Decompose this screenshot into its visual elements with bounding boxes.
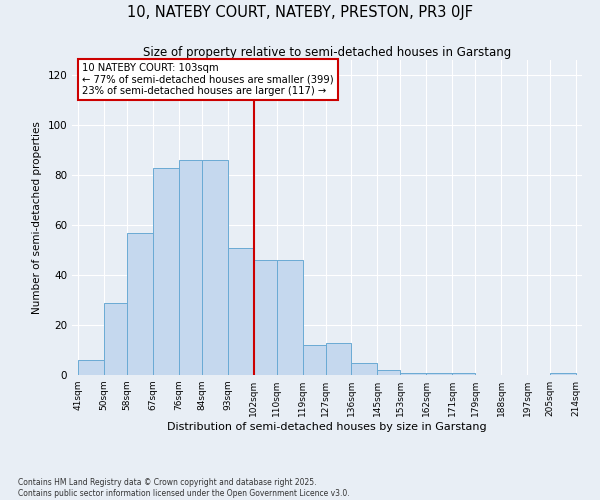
Bar <box>104 302 127 375</box>
Bar <box>254 260 277 375</box>
Text: 10 NATEBY COURT: 103sqm
← 77% of semi-detached houses are smaller (399)
23% of s: 10 NATEBY COURT: 103sqm ← 77% of semi-de… <box>82 63 334 96</box>
Bar <box>202 160 227 375</box>
Text: 10, NATEBY COURT, NATEBY, PRESTON, PR3 0JF: 10, NATEBY COURT, NATEBY, PRESTON, PR3 0… <box>127 5 473 20</box>
Y-axis label: Number of semi-detached properties: Number of semi-detached properties <box>32 121 42 314</box>
Bar <box>550 372 576 375</box>
Bar <box>152 168 179 375</box>
Bar <box>377 370 400 375</box>
Bar <box>352 362 377 375</box>
X-axis label: Distribution of semi-detached houses by size in Garstang: Distribution of semi-detached houses by … <box>167 422 487 432</box>
Bar <box>127 232 152 375</box>
Bar <box>452 372 475 375</box>
Bar <box>78 360 104 375</box>
Bar <box>326 342 352 375</box>
Title: Size of property relative to semi-detached houses in Garstang: Size of property relative to semi-detach… <box>143 46 511 59</box>
Bar <box>302 345 326 375</box>
Text: Contains HM Land Registry data © Crown copyright and database right 2025.
Contai: Contains HM Land Registry data © Crown c… <box>18 478 350 498</box>
Bar <box>277 260 302 375</box>
Bar <box>400 372 427 375</box>
Bar <box>179 160 202 375</box>
Bar <box>227 248 254 375</box>
Bar <box>427 372 452 375</box>
